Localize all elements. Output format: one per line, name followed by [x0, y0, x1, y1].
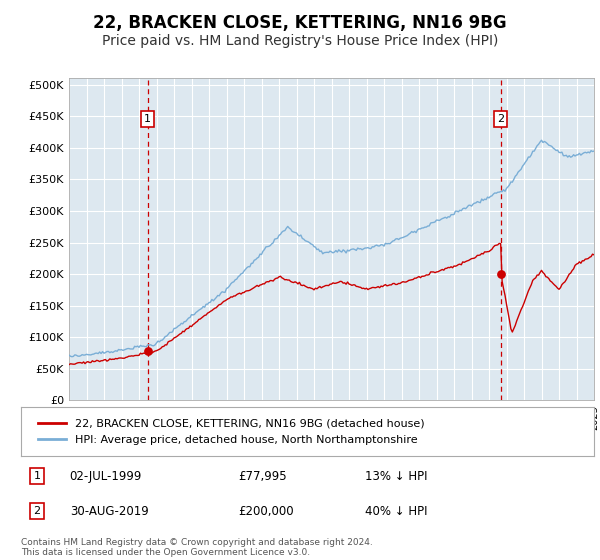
- Text: 40% ↓ HPI: 40% ↓ HPI: [365, 505, 427, 518]
- Text: 1: 1: [34, 472, 41, 482]
- Legend: 22, BRACKEN CLOSE, KETTERING, NN16 9BG (detached house), HPI: Average price, det: 22, BRACKEN CLOSE, KETTERING, NN16 9BG (…: [32, 413, 430, 450]
- Text: 22, BRACKEN CLOSE, KETTERING, NN16 9BG: 22, BRACKEN CLOSE, KETTERING, NN16 9BG: [93, 14, 507, 32]
- Text: 2: 2: [34, 506, 41, 516]
- Text: 02-JUL-1999: 02-JUL-1999: [70, 470, 142, 483]
- Text: £77,995: £77,995: [239, 470, 287, 483]
- Text: 1: 1: [144, 114, 151, 124]
- Text: 2: 2: [497, 114, 504, 124]
- Text: 30-AUG-2019: 30-AUG-2019: [70, 505, 148, 518]
- Text: Contains HM Land Registry data © Crown copyright and database right 2024.
This d: Contains HM Land Registry data © Crown c…: [21, 538, 373, 557]
- Text: £200,000: £200,000: [239, 505, 295, 518]
- Point: [143, 347, 152, 356]
- Text: Price paid vs. HM Land Registry's House Price Index (HPI): Price paid vs. HM Land Registry's House …: [102, 34, 498, 48]
- Text: 13% ↓ HPI: 13% ↓ HPI: [365, 470, 427, 483]
- Point: [496, 270, 506, 279]
